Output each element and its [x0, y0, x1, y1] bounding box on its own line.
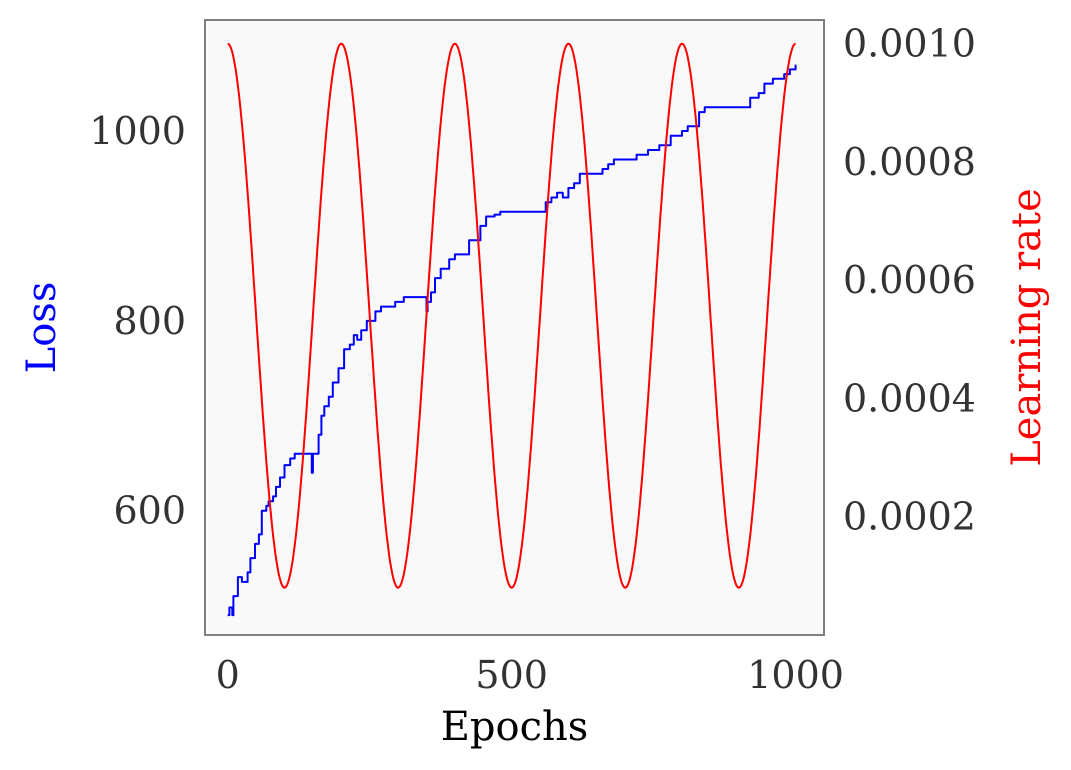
plot-area	[205, 20, 824, 635]
learning-rate-series-line	[227, 42, 797, 589]
y-left-tick-label: 800	[113, 299, 186, 343]
x-axis-label: Epochs	[441, 704, 589, 750]
y-right-tick-label: 0.0010	[843, 22, 976, 66]
y-axis-left-label: Loss	[19, 282, 65, 374]
x-tick-label: 1000	[747, 653, 844, 697]
x-tick-label: 500	[475, 653, 548, 697]
plot-frame	[204, 19, 825, 636]
y-right-tick-label: 0.0004	[843, 376, 976, 420]
y-right-tick-label: 0.0006	[843, 258, 976, 302]
y-left-tick-label: 600	[113, 489, 186, 533]
x-tick-label: 0	[216, 653, 240, 697]
y-right-tick-label: 0.0008	[843, 140, 976, 184]
y-left-tick-label: 1000	[89, 109, 186, 153]
series-layer	[227, 42, 797, 617]
y-axis-right-label: Learning rate	[1004, 188, 1050, 467]
ticks-layer: 0 500 1000 600 800 1000 0.0002 0.0004 0.0006 0.00…	[89, 22, 976, 697]
y-right-tick-label: 0.0002	[843, 495, 976, 539]
